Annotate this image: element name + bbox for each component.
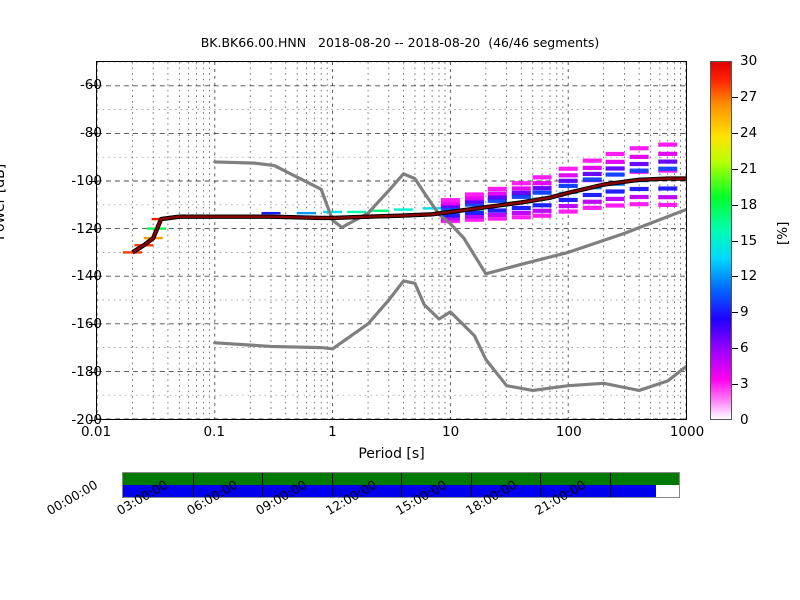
timeline-divider	[262, 473, 263, 497]
colorbar-tick-label: 6	[740, 340, 749, 357]
colorbar-unit-label: [%]	[775, 221, 791, 245]
colorbar-tick-label: 18	[740, 196, 758, 213]
colorbar-tick-mark	[732, 168, 738, 170]
x-tick-label: 1000	[669, 424, 705, 440]
y-tick-mark	[89, 84, 96, 86]
ppsd-plot-area[interactable]	[96, 61, 687, 420]
y-tick-mark	[89, 132, 96, 134]
timeline-time-label: 00:00:00	[44, 476, 101, 518]
title-line-station: BK.BK66.00.HNN 2018-08-20 -- 2018-08-20 …	[200, 35, 600, 50]
colorbar-tick-label: 3	[740, 376, 749, 393]
timeline-row-segments[interactable]	[123, 485, 679, 497]
grid-lines	[97, 62, 686, 419]
timeline-divider	[540, 473, 541, 497]
y-tick-mark	[89, 420, 96, 421]
ppsd-data-layer	[122, 142, 686, 393]
timeline-segment[interactable]	[123, 485, 656, 497]
y-tick-mark	[89, 372, 96, 374]
colorbar-tick-label: 30	[740, 53, 758, 69]
y-axis-label: Power [dB]	[0, 163, 8, 240]
x-axis-label: Period [s]	[358, 446, 425, 462]
x-tick-label: 0.01	[80, 424, 112, 440]
y-tick-label: -180	[71, 364, 102, 381]
y-tick-label: -140	[71, 268, 102, 285]
timeline-divider	[609, 473, 611, 497]
timeline-divider	[470, 473, 472, 497]
colorbar-tick-label: 9	[740, 304, 749, 321]
colorbar[interactable]	[710, 61, 732, 420]
y-tick-label: -120	[71, 220, 102, 237]
colorbar-tick-label: 27	[740, 88, 758, 105]
y-tick-mark	[89, 276, 96, 278]
data-coverage-timeline[interactable]	[122, 472, 680, 498]
colorbar-tick-label: 0	[740, 412, 749, 428]
x-tick-label: 0.1	[203, 424, 225, 440]
colorbar-tick-mark	[732, 204, 738, 206]
colorbar-tick-mark	[732, 132, 738, 134]
colorbar-tick-mark	[732, 240, 738, 242]
timeline-divider	[331, 473, 333, 497]
colorbar-tick-mark	[732, 276, 738, 278]
colorbar-tick-mark	[732, 312, 738, 314]
y-tick-mark	[89, 228, 96, 230]
y-tick-mark	[89, 180, 96, 182]
colorbar-tick-label: 21	[740, 160, 758, 177]
colorbar-tick-label: 15	[740, 232, 758, 249]
colorbar-tick-label: 24	[740, 124, 758, 141]
x-tick-label: 100	[555, 424, 582, 440]
y-tick-label: -100	[71, 172, 102, 189]
timeline-divider	[401, 473, 402, 497]
colorbar-tick-mark	[732, 96, 738, 98]
timeline-divider	[192, 473, 194, 497]
y-tick-mark	[89, 324, 96, 326]
x-tick-label: 1	[328, 424, 337, 440]
y-tick-label: -160	[71, 316, 102, 333]
x-tick-label: 10	[442, 424, 460, 440]
colorbar-tick-label: 12	[740, 268, 758, 285]
plot-surface	[97, 62, 686, 419]
y-tick-label: -200	[71, 412, 102, 428]
colorbar-tick-mark	[732, 348, 738, 350]
colorbar-tick-mark	[732, 384, 738, 386]
